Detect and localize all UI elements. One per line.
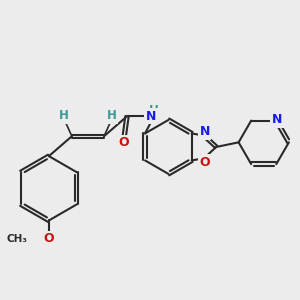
Text: H: H: [107, 109, 117, 122]
Text: H: H: [149, 104, 159, 117]
Text: N: N: [146, 110, 156, 123]
Text: O: O: [118, 136, 129, 149]
Text: O: O: [199, 156, 210, 169]
Text: H: H: [59, 109, 69, 122]
Text: N: N: [200, 125, 210, 138]
Text: N: N: [272, 113, 282, 127]
Text: CH₃: CH₃: [6, 234, 27, 244]
Text: O: O: [44, 232, 54, 245]
